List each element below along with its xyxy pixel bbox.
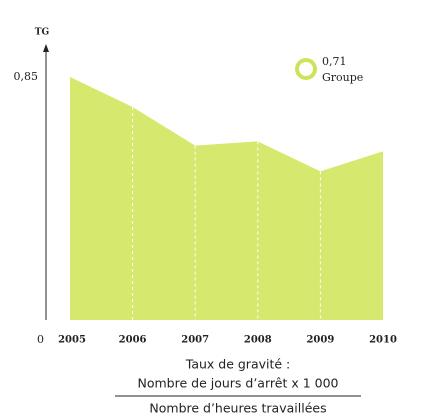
area: [70, 77, 383, 320]
formula-numerator: Nombre de jours d’arrêt x 1 000: [138, 376, 339, 391]
annotation-value: 0,71: [322, 55, 347, 68]
y-tick-label: 0,85: [14, 70, 39, 83]
formula-title: Taux de gravité :: [185, 357, 291, 372]
x-tick-label: 2007: [181, 335, 209, 346]
y-axis-arrow: [43, 44, 49, 52]
y-tick-label: 0: [37, 333, 44, 346]
x-tick-label: 2005: [58, 335, 86, 346]
x-tick-label: 2010: [369, 335, 397, 346]
x-tick-label: 2006: [119, 335, 147, 346]
formula-denominator: Nombre d’heures travaillées: [149, 401, 326, 416]
x-tick-label: 2008: [244, 335, 272, 346]
annotation-marker: [295, 58, 317, 80]
y-axis-label: TG: [35, 28, 49, 38]
annotation-label: Groupe: [322, 71, 363, 84]
x-tick-label: 2009: [306, 335, 334, 346]
